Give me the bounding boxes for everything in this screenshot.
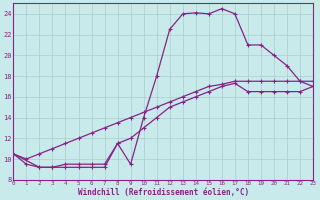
- X-axis label: Windchill (Refroidissement éolien,°C): Windchill (Refroidissement éolien,°C): [78, 188, 249, 197]
